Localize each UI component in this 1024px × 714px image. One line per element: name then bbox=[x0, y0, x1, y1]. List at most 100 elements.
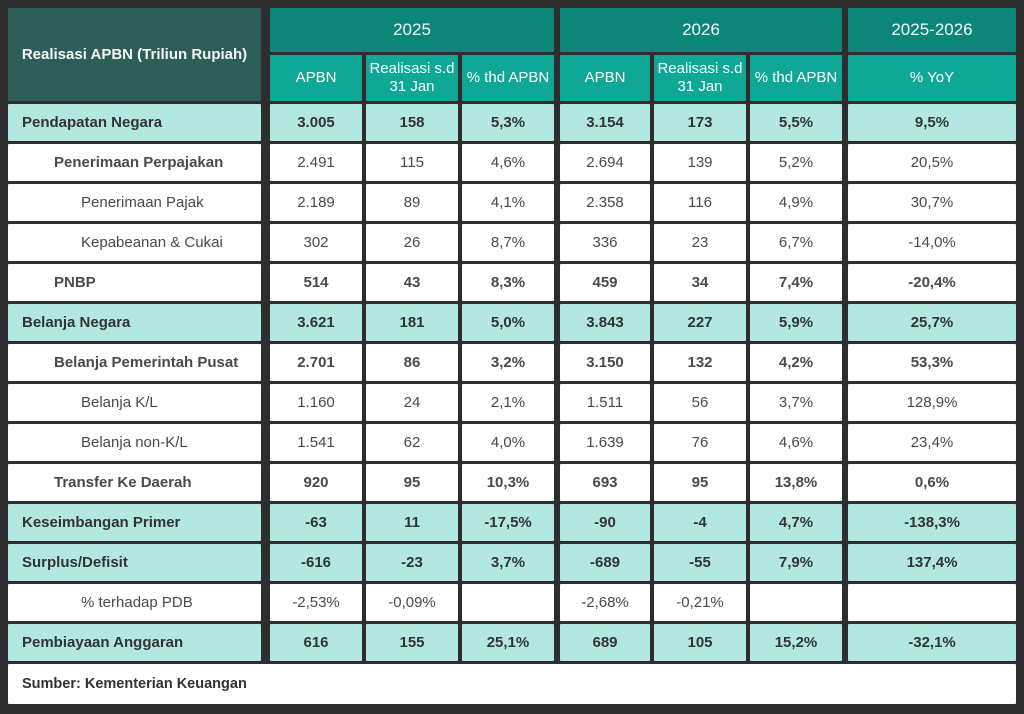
cell-value: -689 bbox=[560, 544, 650, 581]
cell-value: 76 bbox=[654, 424, 746, 461]
cell-value: 4,6% bbox=[462, 144, 554, 181]
cell-value: 2,1% bbox=[462, 384, 554, 421]
cell-value: 173 bbox=[654, 104, 746, 141]
table-row: Belanja Negara 3.621 181 5,0% 3.843 227 … bbox=[8, 304, 1016, 341]
row-label: Penerimaan Pajak bbox=[8, 184, 261, 221]
cell-value: 3.150 bbox=[560, 344, 650, 381]
cell-value: 1.639 bbox=[560, 424, 650, 461]
column-group-2025: 2025 bbox=[270, 8, 554, 52]
row-label: Belanja Pemerintah Pusat bbox=[8, 344, 261, 381]
cell-value: 25,7% bbox=[848, 304, 1016, 341]
cell-value: 20,5% bbox=[848, 144, 1016, 181]
cell-value: 6,7% bbox=[750, 224, 842, 261]
cell-value: 1.160 bbox=[270, 384, 362, 421]
cell-value: 115 bbox=[366, 144, 458, 181]
cell-value bbox=[848, 584, 1016, 621]
cell-value: 3.154 bbox=[560, 104, 650, 141]
column-header-pct-thd-apbn-2025: % thd APBN bbox=[462, 55, 554, 101]
cell-value: 132 bbox=[654, 344, 746, 381]
cell-value: 4,2% bbox=[750, 344, 842, 381]
table-row: Belanja K/L 1.160 24 2,1% 1.511 56 3,7% … bbox=[8, 384, 1016, 421]
cell-value: 4,1% bbox=[462, 184, 554, 221]
cell-value: 616 bbox=[270, 624, 362, 661]
cell-value: 2.491 bbox=[270, 144, 362, 181]
cell-value: 105 bbox=[654, 624, 746, 661]
cell-value: -138,3% bbox=[848, 504, 1016, 541]
table-row: Belanja non-K/L 1.541 62 4,0% 1.639 76 4… bbox=[8, 424, 1016, 461]
cell-value: 34 bbox=[654, 264, 746, 301]
cell-value: 5,0% bbox=[462, 304, 554, 341]
cell-value: 0,6% bbox=[848, 464, 1016, 501]
cell-value: -32,1% bbox=[848, 624, 1016, 661]
row-label: Keseimbangan Primer bbox=[8, 504, 261, 541]
table-row: % terhadap PDB -2,53% -0,09% -2,68% -0,2… bbox=[8, 584, 1016, 621]
cell-value: 23 bbox=[654, 224, 746, 261]
column-group-2026: 2026 bbox=[560, 8, 842, 52]
cell-value: 336 bbox=[560, 224, 650, 261]
source-note: Sumber: Kementerian Keuangan bbox=[8, 664, 1016, 704]
cell-value: -2,68% bbox=[560, 584, 650, 621]
cell-value: -90 bbox=[560, 504, 650, 541]
cell-value: 25,1% bbox=[462, 624, 554, 661]
cell-value: -2,53% bbox=[270, 584, 362, 621]
cell-value: 7,9% bbox=[750, 544, 842, 581]
table-row: Transfer Ke Daerah 920 95 10,3% 693 95 1… bbox=[8, 464, 1016, 501]
cell-value: 116 bbox=[654, 184, 746, 221]
cell-value: 3.621 bbox=[270, 304, 362, 341]
row-label: % terhadap PDB bbox=[8, 584, 261, 621]
cell-value: 13,8% bbox=[750, 464, 842, 501]
cell-value: 5,9% bbox=[750, 304, 842, 341]
cell-value: -55 bbox=[654, 544, 746, 581]
cell-value: -63 bbox=[270, 504, 362, 541]
table-row: Penerimaan Perpajakan 2.491 115 4,6% 2.6… bbox=[8, 144, 1016, 181]
table-row: Belanja Pemerintah Pusat 2.701 86 3,2% 3… bbox=[8, 344, 1016, 381]
cell-value: 30,7% bbox=[848, 184, 1016, 221]
cell-value: 24 bbox=[366, 384, 458, 421]
cell-value: 3.843 bbox=[560, 304, 650, 341]
cell-value: -4 bbox=[654, 504, 746, 541]
cell-value: 3.005 bbox=[270, 104, 362, 141]
cell-value: 5,3% bbox=[462, 104, 554, 141]
cell-value: 2.189 bbox=[270, 184, 362, 221]
table-header: Realisasi APBN (Triliun Rupiah) 2025 202… bbox=[8, 8, 1016, 101]
cell-value bbox=[750, 584, 842, 621]
cell-value: -0,21% bbox=[654, 584, 746, 621]
column-header-realisasi-2026: Realisasi s.d 31 Jan bbox=[654, 55, 746, 101]
column-header-apbn-2026: APBN bbox=[560, 55, 650, 101]
table-row: Surplus/Defisit -616 -23 3,7% -689 -55 7… bbox=[8, 544, 1016, 581]
column-header-pct-thd-apbn-2026: % thd APBN bbox=[750, 55, 842, 101]
cell-value: -616 bbox=[270, 544, 362, 581]
cell-value: 689 bbox=[560, 624, 650, 661]
cell-value: 8,7% bbox=[462, 224, 554, 261]
row-label: Kepabeanan & Cukai bbox=[8, 224, 261, 261]
cell-value: 4,0% bbox=[462, 424, 554, 461]
column-header-apbn-2025: APBN bbox=[270, 55, 362, 101]
cell-value: 1.541 bbox=[270, 424, 362, 461]
row-label: Surplus/Defisit bbox=[8, 544, 261, 581]
row-label: Transfer Ke Daerah bbox=[8, 464, 261, 501]
cell-value: 43 bbox=[366, 264, 458, 301]
row-label: Belanja Negara bbox=[8, 304, 261, 341]
table-body: Pendapatan Negara 3.005 158 5,3% 3.154 1… bbox=[8, 104, 1016, 661]
cell-value: 514 bbox=[270, 264, 362, 301]
cell-value: 139 bbox=[654, 144, 746, 181]
cell-value: -0,09% bbox=[366, 584, 458, 621]
cell-value: 2.694 bbox=[560, 144, 650, 181]
cell-value bbox=[462, 584, 554, 621]
cell-value: 4,7% bbox=[750, 504, 842, 541]
cell-value: 137,4% bbox=[848, 544, 1016, 581]
cell-value: 155 bbox=[366, 624, 458, 661]
column-group-2025-2026: 2025-2026 bbox=[848, 8, 1016, 52]
cell-value: 53,3% bbox=[848, 344, 1016, 381]
cell-value: -14,0% bbox=[848, 224, 1016, 261]
cell-value: -23 bbox=[366, 544, 458, 581]
table-row: PNBP 514 43 8,3% 459 34 7,4% -20,4% bbox=[8, 264, 1016, 301]
cell-value: 3,7% bbox=[750, 384, 842, 421]
row-label: Belanja K/L bbox=[8, 384, 261, 421]
apbn-table: Realisasi APBN (Triliun Rupiah) 2025 202… bbox=[8, 8, 1016, 704]
cell-value: 3,7% bbox=[462, 544, 554, 581]
cell-value: 5,5% bbox=[750, 104, 842, 141]
cell-value: -20,4% bbox=[848, 264, 1016, 301]
cell-value: 26 bbox=[366, 224, 458, 261]
